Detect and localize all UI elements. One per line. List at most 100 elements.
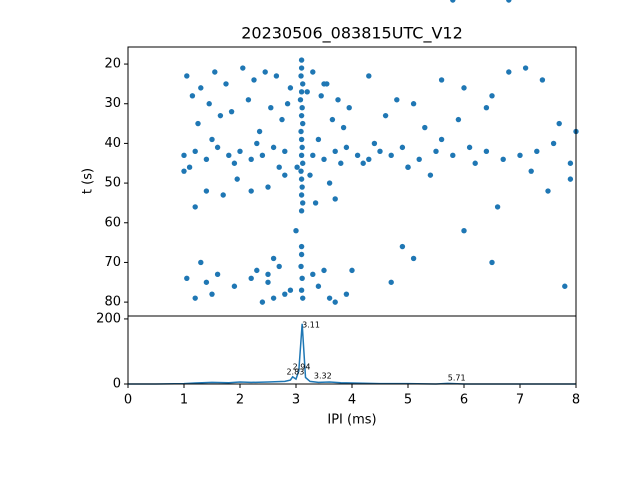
point — [282, 291, 288, 297]
point — [192, 295, 198, 301]
point — [483, 148, 490, 155]
point — [326, 180, 333, 186]
point — [506, 69, 512, 75]
point — [259, 152, 266, 159]
point — [466, 144, 473, 151]
point — [198, 85, 204, 91]
y-tick-label: 60 — [104, 215, 121, 230]
point — [321, 81, 327, 87]
point — [366, 156, 372, 162]
y-tick-label: 0 — [113, 377, 121, 392]
point — [254, 267, 260, 274]
point — [338, 160, 344, 166]
point — [346, 105, 352, 111]
point — [506, 0, 512, 3]
point — [500, 156, 506, 162]
point — [354, 152, 361, 159]
point — [388, 152, 394, 159]
point — [455, 116, 462, 123]
point — [298, 243, 305, 250]
y-axis-label: t (s) — [81, 168, 96, 194]
point — [214, 144, 221, 151]
chart-title: 20230506_083815UTC_V12 — [241, 24, 463, 44]
point — [214, 271, 221, 278]
point — [299, 275, 305, 282]
point — [294, 164, 300, 170]
point — [287, 287, 294, 293]
point — [254, 140, 260, 147]
point — [329, 116, 336, 123]
point — [528, 168, 534, 174]
point — [371, 140, 378, 147]
point — [318, 93, 324, 99]
point — [405, 164, 411, 170]
axes-frame — [127, 315, 577, 385]
peak-label: 2.94 — [293, 363, 311, 372]
point — [399, 144, 406, 151]
point — [282, 172, 288, 178]
point — [237, 148, 243, 155]
point — [248, 188, 254, 194]
point — [195, 120, 201, 127]
point — [300, 160, 306, 166]
point — [321, 267, 327, 274]
point — [349, 267, 355, 274]
point — [483, 105, 490, 111]
x-tick-label: 7 — [516, 393, 524, 408]
point — [517, 152, 523, 159]
point — [284, 101, 291, 107]
y-tick-label: 20 — [104, 57, 121, 72]
y-tick-label: 30 — [104, 96, 121, 111]
point — [276, 164, 282, 170]
point — [522, 65, 529, 71]
point — [489, 93, 495, 99]
peak-label: 3.11 — [302, 321, 320, 330]
point — [394, 97, 400, 103]
point — [388, 279, 394, 285]
point — [298, 112, 305, 119]
point — [410, 255, 417, 262]
y-tick-label: 40 — [104, 136, 121, 151]
x-tick-label: 3 — [292, 393, 300, 408]
point — [340, 124, 347, 131]
point — [438, 136, 445, 143]
point — [326, 295, 333, 301]
point — [223, 81, 229, 87]
point — [343, 144, 350, 151]
point — [343, 291, 350, 297]
point — [181, 152, 187, 159]
point — [198, 259, 204, 266]
point — [262, 69, 268, 75]
point — [206, 101, 212, 107]
x-axis-label: IPI (ms) — [327, 413, 376, 428]
point — [298, 136, 305, 143]
point — [231, 160, 238, 166]
point — [299, 105, 305, 111]
point — [298, 152, 305, 159]
point — [189, 93, 196, 99]
point — [192, 204, 198, 210]
point — [298, 287, 305, 293]
point — [186, 164, 193, 170]
y-tick-label: 200 — [96, 311, 121, 326]
point — [259, 299, 266, 305]
point — [461, 227, 467, 234]
point — [256, 128, 263, 135]
point — [472, 160, 478, 166]
point — [433, 148, 439, 155]
point — [366, 73, 372, 79]
point — [192, 148, 198, 155]
histogram-line — [128, 323, 576, 385]
point — [231, 283, 238, 289]
point — [248, 275, 254, 282]
point — [298, 176, 305, 182]
point — [410, 101, 417, 107]
y-tick-label: 50 — [104, 176, 121, 191]
point — [300, 295, 306, 301]
point — [203, 156, 210, 162]
peak-label: 5.71 — [448, 374, 466, 383]
point — [300, 120, 306, 127]
